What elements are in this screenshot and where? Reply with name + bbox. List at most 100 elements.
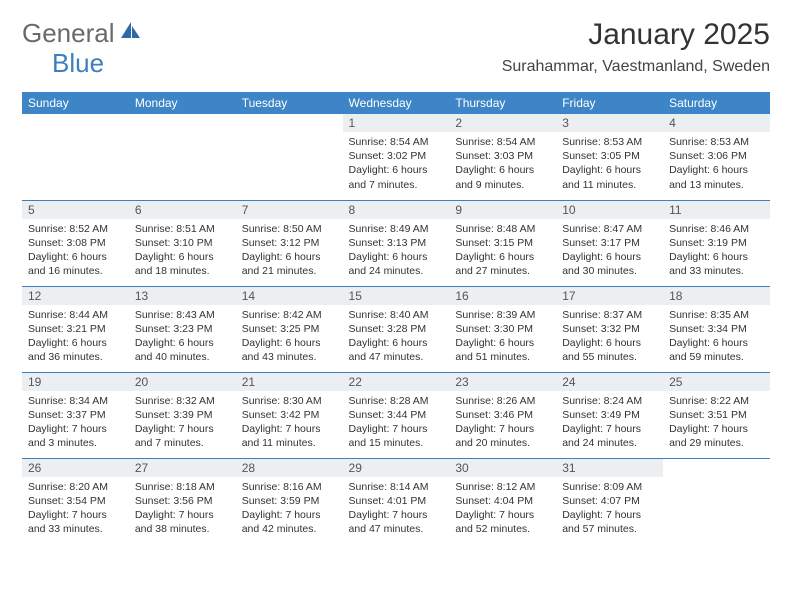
title-location: Surahammar, Vaestmanland, Sweden: [502, 58, 770, 76]
day-detail-line: Sunrise: 8:42 AM: [242, 308, 337, 322]
day-details: Sunrise: 8:35 AMSunset: 3:34 PMDaylight:…: [663, 305, 770, 367]
day-number: 4: [663, 114, 770, 132]
day-detail-line: and 47 minutes.: [349, 350, 444, 364]
day-detail-line: and 3 minutes.: [28, 436, 123, 450]
day-detail-line: Sunrise: 8:24 AM: [562, 394, 657, 408]
day-detail-line: Sunrise: 8:37 AM: [562, 308, 657, 322]
calendar-day-cell: 29Sunrise: 8:14 AMSunset: 4:01 PMDayligh…: [343, 458, 450, 544]
weekday-header: Monday: [129, 92, 236, 114]
calendar-day-cell: 7Sunrise: 8:50 AMSunset: 3:12 PMDaylight…: [236, 200, 343, 286]
day-detail-line: and 38 minutes.: [135, 522, 230, 536]
day-details: Sunrise: 8:26 AMSunset: 3:46 PMDaylight:…: [449, 391, 556, 453]
day-detail-line: Sunrise: 8:09 AM: [562, 480, 657, 494]
day-detail-line: Sunrise: 8:53 AM: [669, 135, 764, 149]
day-detail-line: Daylight: 6 hours: [349, 163, 444, 177]
day-detail-line: Sunset: 3:15 PM: [455, 236, 550, 250]
day-detail-line: Sunset: 3:56 PM: [135, 494, 230, 508]
day-detail-line: Daylight: 7 hours: [455, 508, 550, 522]
day-detail-line: Sunset: 3:25 PM: [242, 322, 337, 336]
calendar-day-cell: 1Sunrise: 8:54 AMSunset: 3:02 PMDaylight…: [343, 114, 450, 200]
day-detail-line: Sunset: 4:04 PM: [455, 494, 550, 508]
calendar-day-cell: 21Sunrise: 8:30 AMSunset: 3:42 PMDayligh…: [236, 372, 343, 458]
day-detail-line: and 51 minutes.: [455, 350, 550, 364]
calendar-day-cell: 27Sunrise: 8:18 AMSunset: 3:56 PMDayligh…: [129, 458, 236, 544]
calendar-day-cell: 14Sunrise: 8:42 AMSunset: 3:25 PMDayligh…: [236, 286, 343, 372]
day-detail-line: Sunset: 3:02 PM: [349, 149, 444, 163]
day-detail-line: Sunrise: 8:18 AM: [135, 480, 230, 494]
calendar-day-cell: 9Sunrise: 8:48 AMSunset: 3:15 PMDaylight…: [449, 200, 556, 286]
day-detail-line: and 15 minutes.: [349, 436, 444, 450]
calendar-day-cell: 28Sunrise: 8:16 AMSunset: 3:59 PMDayligh…: [236, 458, 343, 544]
day-details: Sunrise: 8:16 AMSunset: 3:59 PMDaylight:…: [236, 477, 343, 539]
calendar-week-row: 1Sunrise: 8:54 AMSunset: 3:02 PMDaylight…: [22, 114, 770, 200]
day-details: Sunrise: 8:30 AMSunset: 3:42 PMDaylight:…: [236, 391, 343, 453]
day-detail-line: and 36 minutes.: [28, 350, 123, 364]
calendar-day-cell: 11Sunrise: 8:46 AMSunset: 3:19 PMDayligh…: [663, 200, 770, 286]
day-detail-line: Daylight: 7 hours: [669, 422, 764, 436]
day-detail-line: Sunset: 3:37 PM: [28, 408, 123, 422]
day-details: Sunrise: 8:48 AMSunset: 3:15 PMDaylight:…: [449, 219, 556, 281]
day-details: Sunrise: 8:20 AMSunset: 3:54 PMDaylight:…: [22, 477, 129, 539]
day-detail-line: Daylight: 6 hours: [242, 250, 337, 264]
day-detail-line: Daylight: 7 hours: [562, 422, 657, 436]
day-number: [22, 114, 129, 118]
day-number: 22: [343, 373, 450, 391]
calendar-day-cell: 20Sunrise: 8:32 AMSunset: 3:39 PMDayligh…: [129, 372, 236, 458]
day-details: Sunrise: 8:22 AMSunset: 3:51 PMDaylight:…: [663, 391, 770, 453]
day-detail-line: Sunset: 3:39 PM: [135, 408, 230, 422]
day-detail-line: Daylight: 6 hours: [349, 336, 444, 350]
day-detail-line: Sunrise: 8:48 AM: [455, 222, 550, 236]
day-detail-line: and 52 minutes.: [455, 522, 550, 536]
day-detail-line: and 18 minutes.: [135, 264, 230, 278]
day-detail-line: Sunset: 3:51 PM: [669, 408, 764, 422]
day-details: Sunrise: 8:40 AMSunset: 3:28 PMDaylight:…: [343, 305, 450, 367]
day-details: Sunrise: 8:24 AMSunset: 3:49 PMDaylight:…: [556, 391, 663, 453]
calendar-day-cell: 3Sunrise: 8:53 AMSunset: 3:05 PMDaylight…: [556, 114, 663, 200]
day-detail-line: Daylight: 6 hours: [669, 163, 764, 177]
day-detail-line: Sunset: 3:08 PM: [28, 236, 123, 250]
calendar-body: 1Sunrise: 8:54 AMSunset: 3:02 PMDaylight…: [22, 114, 770, 544]
day-number: 5: [22, 201, 129, 219]
calendar-day-cell: 23Sunrise: 8:26 AMSunset: 3:46 PMDayligh…: [449, 372, 556, 458]
calendar-day-cell: [129, 114, 236, 200]
day-detail-line: Sunset: 3:19 PM: [669, 236, 764, 250]
day-details: Sunrise: 8:42 AMSunset: 3:25 PMDaylight:…: [236, 305, 343, 367]
day-detail-line: and 9 minutes.: [455, 178, 550, 192]
day-number: 2: [449, 114, 556, 132]
calendar-day-cell: 26Sunrise: 8:20 AMSunset: 3:54 PMDayligh…: [22, 458, 129, 544]
day-detail-line: Sunrise: 8:52 AM: [28, 222, 123, 236]
day-detail-line: and 11 minutes.: [562, 178, 657, 192]
weekday-header: Thursday: [449, 92, 556, 114]
brand-logo-line2: Blue: [22, 48, 104, 79]
day-detail-line: Sunset: 3:12 PM: [242, 236, 337, 250]
weekday-header: Wednesday: [343, 92, 450, 114]
day-number: 30: [449, 459, 556, 477]
day-detail-line: Sunset: 3:30 PM: [455, 322, 550, 336]
day-detail-line: Daylight: 7 hours: [135, 422, 230, 436]
day-detail-line: Daylight: 6 hours: [669, 250, 764, 264]
day-details: Sunrise: 8:53 AMSunset: 3:06 PMDaylight:…: [663, 132, 770, 194]
day-detail-line: Daylight: 7 hours: [349, 422, 444, 436]
day-detail-line: and 43 minutes.: [242, 350, 337, 364]
day-detail-line: Sunrise: 8:47 AM: [562, 222, 657, 236]
calendar-day-cell: 6Sunrise: 8:51 AMSunset: 3:10 PMDaylight…: [129, 200, 236, 286]
day-details: Sunrise: 8:14 AMSunset: 4:01 PMDaylight:…: [343, 477, 450, 539]
day-detail-line: Sunrise: 8:35 AM: [669, 308, 764, 322]
day-detail-line: Sunrise: 8:30 AM: [242, 394, 337, 408]
day-details: Sunrise: 8:52 AMSunset: 3:08 PMDaylight:…: [22, 219, 129, 281]
day-detail-line: Daylight: 6 hours: [28, 250, 123, 264]
calendar-day-cell: 31Sunrise: 8:09 AMSunset: 4:07 PMDayligh…: [556, 458, 663, 544]
calendar-day-cell: 18Sunrise: 8:35 AMSunset: 3:34 PMDayligh…: [663, 286, 770, 372]
calendar-day-cell: 19Sunrise: 8:34 AMSunset: 3:37 PMDayligh…: [22, 372, 129, 458]
day-detail-line: Daylight: 7 hours: [455, 422, 550, 436]
day-detail-line: Sunrise: 8:54 AM: [455, 135, 550, 149]
calendar-day-cell: 16Sunrise: 8:39 AMSunset: 3:30 PMDayligh…: [449, 286, 556, 372]
day-number: 29: [343, 459, 450, 477]
page-header: General January 2025 Surahammar, Vaestma…: [22, 18, 770, 76]
calendar-header-row: SundayMondayTuesdayWednesdayThursdayFrid…: [22, 92, 770, 114]
day-detail-line: Daylight: 7 hours: [28, 422, 123, 436]
day-detail-line: and 29 minutes.: [669, 436, 764, 450]
day-number: [663, 459, 770, 463]
day-number: [236, 114, 343, 118]
day-number: 19: [22, 373, 129, 391]
